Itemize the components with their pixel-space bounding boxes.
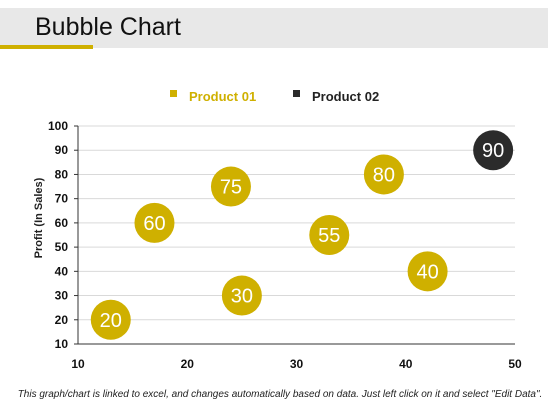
- y-tick-label: 50: [55, 240, 69, 254]
- bubble: [309, 215, 350, 255]
- y-axis-ticks: 10 20 30 40 50 60 70 80 90 100: [48, 119, 78, 351]
- bubble-label: 75: [220, 177, 242, 199]
- footer-note: This graph/chart is linked to excel, and…: [17, 389, 543, 400]
- legend-label: Product 01: [189, 89, 256, 104]
- chart-bubbles: 20 60 75 30 55 80 40 90: [90, 130, 514, 340]
- bubble-label: 60: [143, 213, 165, 235]
- bubble-label: 20: [100, 310, 122, 332]
- y-tick-label: 40: [55, 264, 69, 278]
- y-tick-label: 10: [55, 337, 69, 351]
- bubble-label: 30: [231, 286, 253, 308]
- page-title: Bubble Chart: [35, 13, 181, 41]
- bubble: [134, 202, 175, 243]
- y-axis-label: Profit (In Sales): [33, 177, 45, 258]
- bubble: [221, 275, 262, 316]
- legend-label: Product 02: [312, 89, 379, 104]
- legend-swatch: [293, 90, 300, 97]
- bubble-label: 80: [373, 164, 395, 186]
- y-tick-label: 30: [55, 289, 69, 303]
- bubble: [407, 251, 448, 292]
- bubble: [363, 154, 404, 195]
- bubble: [90, 299, 131, 340]
- x-tick-label: 10: [71, 357, 85, 371]
- bubble: [210, 166, 251, 207]
- y-tick-label: 90: [55, 143, 69, 157]
- legend-swatch: [170, 90, 177, 97]
- header-band: [0, 8, 548, 48]
- x-tick-label: 50: [508, 357, 522, 371]
- x-tick-label: 40: [399, 357, 413, 371]
- bubble-label: 55: [318, 225, 340, 247]
- chart-legend: Product 01 Product 02: [170, 89, 379, 104]
- bubble-label: 40: [416, 261, 438, 283]
- y-tick-label: 70: [55, 192, 69, 206]
- y-tick-label: 80: [55, 167, 69, 181]
- bubble: [473, 130, 514, 171]
- title-accent-bar: [0, 45, 93, 49]
- x-tick-label: 30: [290, 357, 304, 371]
- chart-axes: [77, 126, 515, 345]
- y-tick-label: 20: [55, 313, 69, 327]
- x-tick-label: 20: [181, 357, 195, 371]
- x-axis-ticks: 10 20 30 40 50: [71, 357, 522, 371]
- chart-gridlines: [78, 125, 515, 321]
- bubble-label: 90: [482, 140, 504, 162]
- y-tick-label: 100: [48, 119, 68, 133]
- y-tick-label: 60: [55, 216, 69, 230]
